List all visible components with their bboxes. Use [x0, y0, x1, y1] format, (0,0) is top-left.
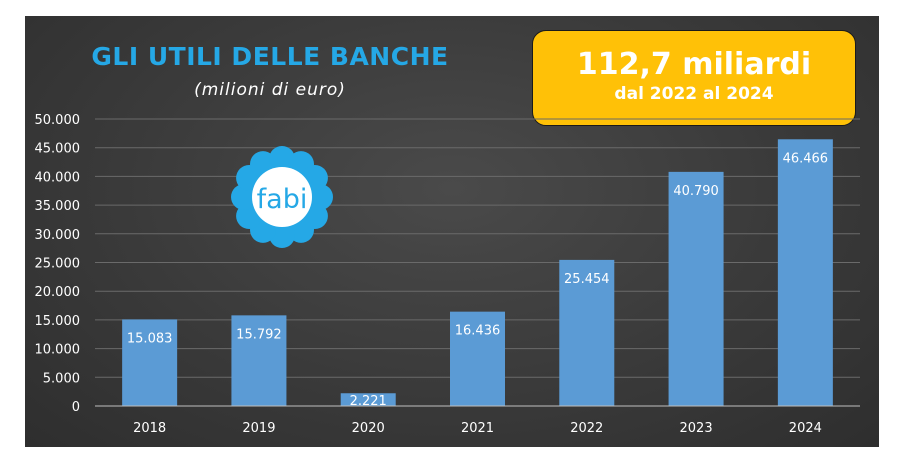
- fabi-flower-logo: fabi: [231, 146, 333, 248]
- x-tick-label: 2018: [133, 421, 166, 436]
- total-callout: 112,7 miliardi dal 2022 al 2024: [532, 30, 856, 126]
- bar: [450, 311, 505, 406]
- x-tick-label: 2021: [461, 421, 494, 436]
- y-tick-label: 40.000: [35, 170, 81, 185]
- y-tick-label: 35.000: [35, 199, 81, 214]
- x-tick-label: 2019: [242, 421, 275, 436]
- x-tick-label: 2023: [680, 421, 713, 436]
- bar: [668, 171, 724, 406]
- data-label: 2.221: [350, 394, 387, 409]
- callout-period: dal 2022 al 2024: [614, 84, 774, 104]
- bar: [231, 315, 287, 406]
- x-tick-label: 2024: [789, 421, 822, 436]
- y-tick-label: 0: [72, 400, 80, 415]
- y-tick-label: 10.000: [35, 343, 81, 358]
- data-label: 46.466: [783, 151, 829, 166]
- logo-center: [252, 167, 312, 227]
- bars: [122, 139, 833, 406]
- bar: [777, 139, 833, 406]
- callout-total-value: 112,7 miliardi: [576, 47, 812, 82]
- chart-subtitle: (milioni di euro): [194, 80, 346, 100]
- x-axis-ticks: 2018 2019 2020 2021 2022 2023 2024: [133, 421, 822, 436]
- x-tick-label: 2020: [352, 421, 385, 436]
- y-tick-label: 25.000: [35, 257, 81, 272]
- data-label: 40.790: [673, 184, 719, 199]
- y-tick-label: 50.000: [35, 113, 81, 128]
- bar: [559, 259, 615, 406]
- y-tick-label: 45.000: [35, 142, 81, 157]
- y-tick-label: 5.000: [43, 371, 80, 386]
- data-label: 25.454: [564, 272, 610, 287]
- data-labels: 15.083 15.792 2.221 16.436 25.454 40.790 46.46…: [127, 151, 828, 409]
- data-label: 15.792: [236, 327, 282, 342]
- y-tick-label: 15.000: [35, 314, 81, 329]
- bar: [340, 393, 396, 406]
- data-label: 15.083: [127, 331, 173, 346]
- y-tick-label: 30.000: [35, 228, 81, 243]
- y-tick-label: 20.000: [35, 285, 81, 300]
- data-label: 16.436: [455, 324, 501, 339]
- logo-text: fabi: [257, 184, 308, 215]
- chart-title: GLI UTILI DELLE BANCHE: [91, 42, 449, 71]
- y-axis-ticks: 0 5.000 10.000 15.000 20.000 25.000 30.000 35.0…: [35, 113, 81, 415]
- x-tick-label: 2022: [570, 421, 603, 436]
- bar: [122, 319, 178, 406]
